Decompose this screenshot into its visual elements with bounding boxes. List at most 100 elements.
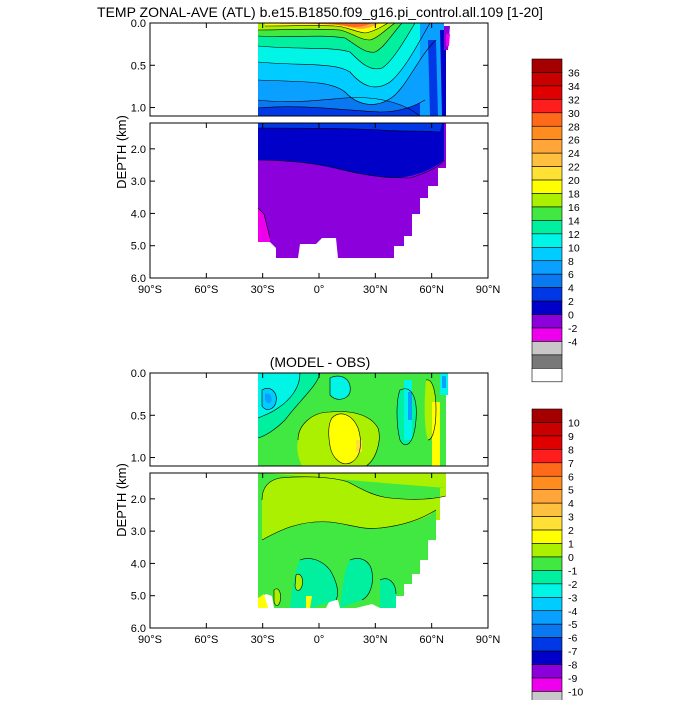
bottom-field-region [442, 376, 446, 388]
colorbar-swatch [531, 422, 563, 437]
colorbar-swatch [531, 233, 563, 248]
top-lower-contours [257, 127, 445, 239]
bottom-panel: (MODEL - OBS) [114, 354, 500, 646]
top-upper-field [257, 23, 450, 116]
colorbar-swatch [531, 435, 563, 450]
top-field-region [300, 23, 372, 27]
top-y-axis-label: DEPTH (km) [114, 115, 129, 189]
colorbar-swatch [531, 152, 563, 167]
colorbar-swatch [531, 220, 563, 235]
colorbar-label: 10 [568, 242, 580, 254]
colorbar-swatch [531, 489, 563, 504]
colorbar-swatch [531, 58, 563, 73]
bottom-field-region [290, 558, 338, 608]
colorbar-label: -4 [568, 336, 577, 348]
top-field-region [258, 123, 444, 178]
x-tick-label: 60°S [194, 634, 218, 646]
x-tick-label: 90°S [138, 634, 162, 646]
y-tick-label: 0.5 [131, 410, 146, 422]
colorbar-label: -9 [568, 673, 577, 685]
bottom-field-region [262, 473, 446, 540]
colorbar-swatch [531, 570, 563, 585]
bottom-field-region [408, 392, 412, 420]
colorbar-label: 6 [568, 471, 574, 483]
colorbar-label: 26 [568, 135, 580, 147]
y-tick-label: 5.0 [131, 591, 146, 603]
y-tick-label: 5.0 [131, 241, 146, 253]
colorbar-swatch [531, 449, 563, 464]
colorbar-label: 12 [568, 229, 580, 241]
bottom-field-region [306, 596, 312, 608]
bottom-lower-field [258, 473, 447, 608]
colorbar-swatch [531, 664, 563, 679]
bottom-upper-field [257, 373, 448, 466]
colorbar-label: 2 [568, 525, 574, 537]
colorbar-label: -6 [568, 633, 577, 645]
colorbar-label: 4 [568, 498, 574, 510]
x-tick-label: 90°N [476, 284, 501, 296]
y-tick-label: 1.0 [131, 103, 146, 115]
colorbar-swatch [531, 125, 563, 140]
x-tick-label: 0° [314, 284, 325, 296]
colorbar-swatch [531, 206, 563, 221]
y-tick-label: 1.0 [131, 453, 146, 465]
x-tick-label: 30°S [251, 284, 275, 296]
bottom-contours [257, 373, 437, 466]
bottom-field-region [380, 578, 396, 608]
y-tick-label: 6.0 [131, 623, 146, 635]
colorbar-label: -2 [568, 579, 577, 591]
y-tick-label: 6.0 [131, 273, 146, 285]
colorbar-label: 2 [568, 296, 574, 308]
colorbar-swatch [531, 72, 563, 87]
colorbar-swatch [531, 462, 563, 477]
bottom-lower-contours [261, 476, 447, 606]
colorbar-label: 8 [568, 444, 574, 456]
bottom-y-axis-label: DEPTH (km) [114, 463, 129, 537]
top-contours [257, 23, 437, 116]
colorbar-swatch [531, 179, 563, 194]
colorbar-swatch [531, 287, 563, 302]
y-tick-label: 2.0 [131, 144, 146, 156]
colorbar-label: 4 [568, 283, 574, 295]
colorbar-swatch [531, 85, 563, 100]
colorbar-label: -4 [568, 606, 577, 618]
colorbar-swatch [531, 529, 563, 544]
colorbar-label: 10 [568, 417, 580, 429]
bottom-chart-title: (MODEL - OBS) [270, 354, 371, 370]
top-axes: 90°S 60°S 30°S 0° 30°N 60°N 90°N 0.0 0.5 1.0 2.0 3.… [131, 18, 501, 296]
top-field-region [258, 208, 270, 242]
y-tick-label: 0.5 [131, 60, 146, 72]
y-tick-label: 0.0 [131, 18, 146, 30]
y-tick-label: 3.0 [131, 526, 146, 538]
colorbar-label: 30 [568, 108, 580, 120]
colorbar-swatch [531, 273, 563, 288]
x-tick-label: 60°N [419, 284, 444, 296]
x-tick-label: 30°N [363, 284, 388, 296]
bottom-field-region [295, 574, 303, 591]
colorbar-swatch [531, 300, 563, 315]
colorbar-label: 14 [568, 215, 580, 227]
bottom-field-region [340, 558, 373, 608]
colorbar-label: 36 [568, 67, 580, 79]
colorbar-swatch [531, 650, 563, 665]
top-lower-field [257, 123, 446, 258]
colorbar-swatch [531, 502, 563, 517]
colorbar-label: -2 [568, 323, 577, 335]
bottom-field-region [265, 393, 272, 404]
x-tick-label: 30°N [363, 634, 388, 646]
y-tick-label: 2.0 [131, 494, 146, 506]
colorbar-label: 32 [568, 94, 580, 106]
top-field-region [440, 30, 446, 116]
top-field-region [428, 40, 438, 116]
colorbar-swatch [531, 247, 563, 262]
colorbar-swatch [531, 354, 563, 369]
x-tick-label: 60°S [194, 284, 218, 296]
colorbar-label: 0 [568, 310, 574, 322]
colorbar-swatch [531, 408, 563, 423]
x-tick-label: 60°N [419, 634, 444, 646]
bottom-field-region [432, 402, 440, 466]
colorbar-swatch [531, 260, 563, 275]
